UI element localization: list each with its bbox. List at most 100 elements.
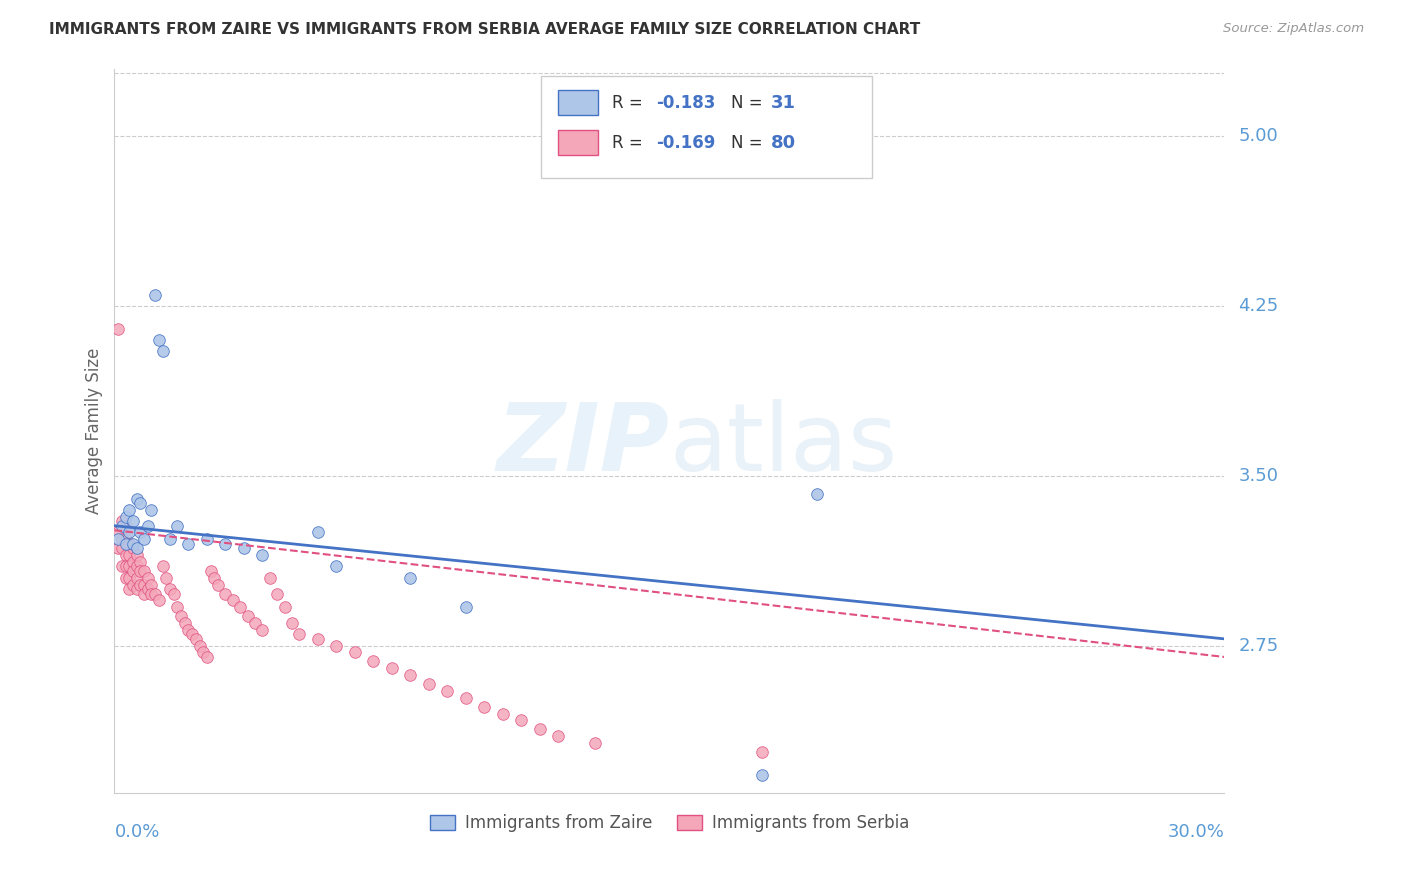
Point	[188, 639, 211, 653]
Text: 80: 80	[770, 134, 796, 152]
Point	[236, 609, 259, 624]
Point	[136, 518, 159, 533]
Point	[214, 586, 236, 600]
Point	[132, 564, 155, 578]
Point	[148, 593, 170, 607]
Point	[114, 559, 136, 574]
Point	[751, 745, 773, 759]
Text: ZIP: ZIP	[496, 399, 669, 491]
Point	[166, 600, 188, 615]
Y-axis label: Average Family Size: Average Family Size	[86, 348, 103, 514]
Text: 3.50: 3.50	[1239, 467, 1278, 485]
Point	[281, 615, 304, 630]
Point	[166, 518, 188, 533]
Point	[122, 577, 145, 591]
Text: 2.75: 2.75	[1239, 637, 1278, 655]
Text: IMMIGRANTS FROM ZAIRE VS IMMIGRANTS FROM SERBIA AVERAGE FAMILY SIZE CORRELATION : IMMIGRANTS FROM ZAIRE VS IMMIGRANTS FROM…	[49, 22, 921, 37]
Text: 31: 31	[770, 94, 796, 112]
Point	[118, 503, 141, 517]
Text: 4.25: 4.25	[1239, 297, 1278, 315]
Point	[273, 600, 295, 615]
Point	[510, 714, 533, 728]
Point	[152, 344, 174, 359]
Point	[132, 533, 155, 547]
Point	[114, 571, 136, 585]
Point	[193, 645, 215, 659]
Point	[266, 586, 288, 600]
Point	[122, 541, 145, 556]
Text: -0.183: -0.183	[657, 94, 716, 112]
Point	[118, 537, 141, 551]
Text: Source: ZipAtlas.com: Source: ZipAtlas.com	[1223, 22, 1364, 36]
Point	[129, 525, 152, 540]
Point	[307, 525, 329, 540]
Point	[381, 661, 404, 675]
Point	[252, 623, 274, 637]
Point	[229, 600, 252, 615]
Point	[325, 559, 347, 574]
Point	[195, 533, 218, 547]
Point	[111, 559, 134, 574]
Point	[136, 571, 159, 585]
Point	[143, 586, 166, 600]
Point	[111, 514, 134, 528]
Point	[418, 677, 440, 691]
Point	[129, 496, 152, 510]
Point	[173, 615, 195, 630]
Point	[141, 577, 163, 591]
Point	[118, 571, 141, 585]
Point	[118, 582, 141, 596]
Point	[155, 571, 177, 585]
Point	[125, 541, 148, 556]
Point	[148, 333, 170, 347]
Point	[288, 627, 311, 641]
Point	[136, 582, 159, 596]
Text: -0.169: -0.169	[657, 134, 716, 152]
Point	[114, 548, 136, 562]
Point	[107, 525, 129, 540]
Point	[583, 736, 606, 750]
Point	[170, 609, 193, 624]
Text: 30.0%: 30.0%	[1167, 823, 1225, 841]
Text: 0.0%: 0.0%	[114, 823, 160, 841]
Text: N =: N =	[731, 94, 768, 112]
Point	[111, 518, 134, 533]
Point	[547, 729, 569, 743]
Point	[122, 564, 145, 578]
Point	[132, 577, 155, 591]
Point	[200, 564, 222, 578]
Point	[114, 518, 136, 533]
Point	[159, 582, 181, 596]
Point	[195, 650, 218, 665]
Point	[751, 767, 773, 781]
Point	[399, 571, 422, 585]
Point	[454, 690, 477, 705]
Point	[118, 525, 141, 540]
Point	[806, 487, 828, 501]
Point	[184, 632, 207, 646]
Point	[243, 615, 266, 630]
Point	[107, 533, 129, 547]
Point	[363, 655, 385, 669]
Text: R =: R =	[612, 134, 648, 152]
Point	[177, 623, 200, 637]
Point	[141, 503, 163, 517]
Point	[474, 699, 496, 714]
Point	[118, 548, 141, 562]
Legend: Immigrants from Zaire, Immigrants from Serbia: Immigrants from Zaire, Immigrants from S…	[423, 807, 915, 838]
Point	[125, 582, 148, 596]
Point	[325, 639, 347, 653]
Point	[162, 586, 184, 600]
Point	[114, 509, 136, 524]
Point	[107, 541, 129, 556]
Point	[114, 533, 136, 547]
Point	[129, 564, 152, 578]
Point	[159, 533, 181, 547]
Point	[207, 577, 229, 591]
Point	[125, 491, 148, 506]
Point	[125, 548, 148, 562]
Point	[214, 537, 236, 551]
Point	[111, 541, 134, 556]
Point	[122, 555, 145, 569]
Text: 5.00: 5.00	[1239, 128, 1278, 145]
